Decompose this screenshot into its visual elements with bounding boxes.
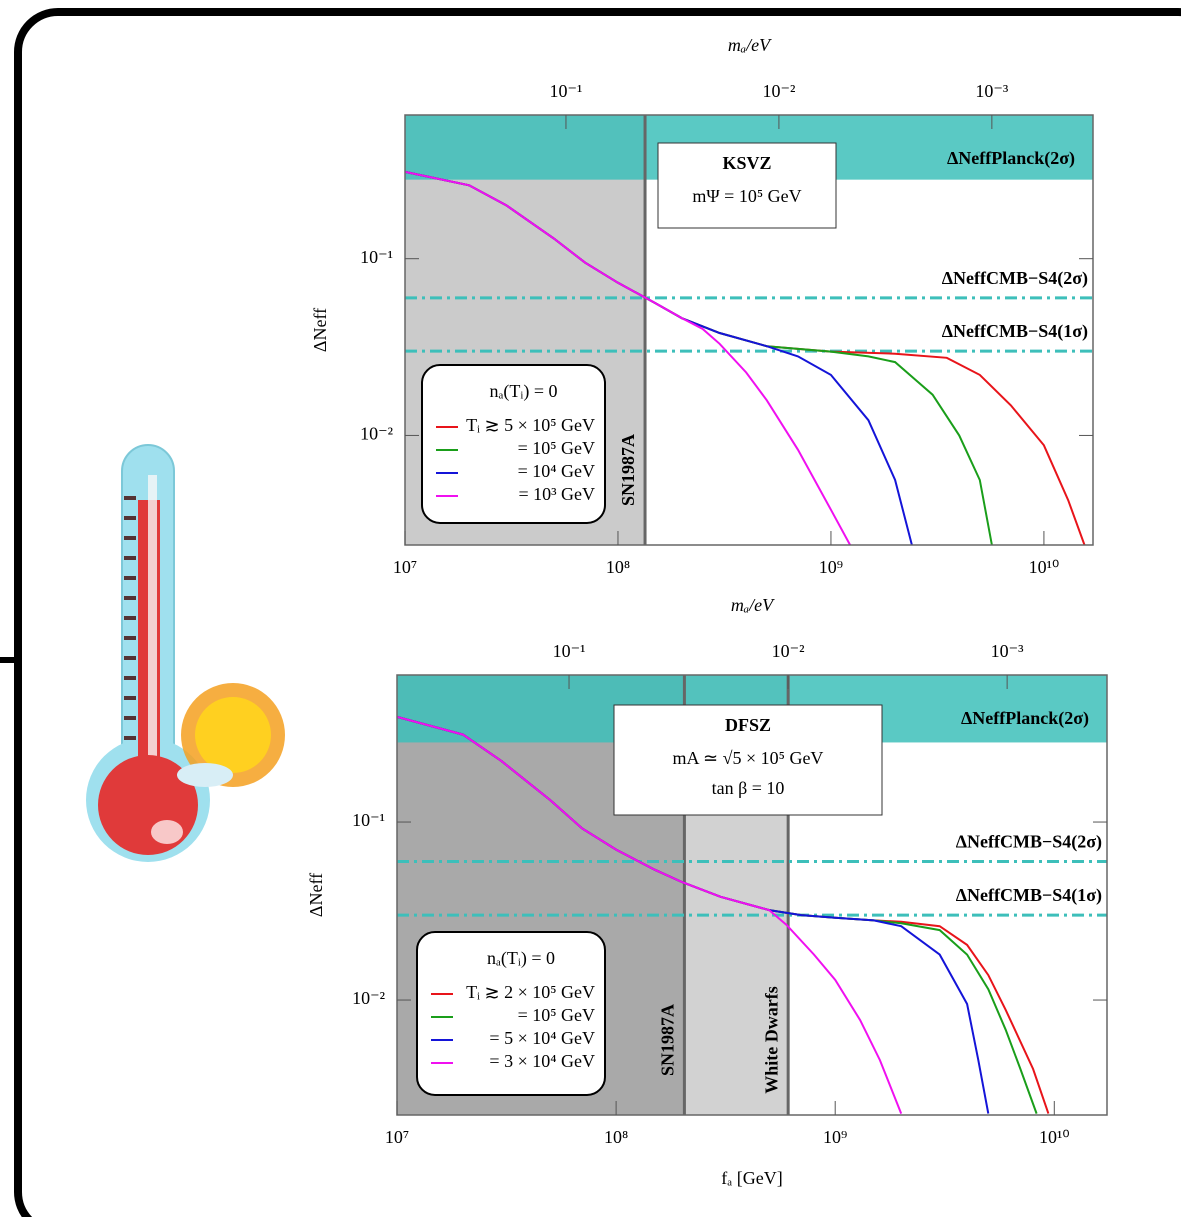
sensitivity-label: ΔNeffCMB−S4(1σ) <box>942 321 1088 342</box>
y-tick-label: 10⁻¹ <box>352 810 385 830</box>
model-title: DFSZ <box>725 715 771 735</box>
legend-label: = 5 × 10⁴ GeV <box>489 1028 595 1048</box>
sensitivity-label: ΔNeffCMB−S4(2σ) <box>956 832 1102 853</box>
x-tick-label: 10⁹ <box>823 1127 847 1147</box>
legend-label: = 10⁵ GeV <box>518 1005 595 1025</box>
legend-label: = 10⁵ GeV <box>518 438 595 458</box>
legend-label: Tᵢ ≳ 2 × 10⁵ GeV <box>466 982 595 1002</box>
legend-box <box>421 364 606 524</box>
curve <box>397 715 903 1114</box>
bound-label: SN1987A <box>658 1004 678 1076</box>
x2-axis-label: mₐ/eV <box>728 35 772 55</box>
x2-tick-label: 10⁻³ <box>991 641 1025 661</box>
y-tick-label: 10⁻² <box>352 988 385 1008</box>
legend-box <box>416 931 606 1096</box>
legend-label: = 3 × 10⁴ GeV <box>489 1051 595 1071</box>
y-tick-label: 10⁻² <box>360 424 393 444</box>
legend-label: = 10⁴ GeV <box>518 461 595 481</box>
x-tick-label: 10⁷ <box>385 1127 409 1147</box>
bound-label: SN1987A <box>618 434 638 506</box>
x2-tick-label: 10⁻¹ <box>550 81 583 101</box>
axes-frame <box>396 674 1108 1116</box>
model-note: mA ≃ √5 × 10⁵ GeV <box>673 748 824 768</box>
x2-tick-label: 10⁻¹ <box>553 641 586 661</box>
sensitivity-label: ΔNeffCMB−S4(2σ) <box>942 268 1088 289</box>
legend-title: nₐ(Tᵢ) = 0 <box>489 381 557 402</box>
model-note: tan β = 10 <box>712 778 785 798</box>
axes-frame <box>404 114 1094 546</box>
y-axis-label: ΔNeff <box>310 308 330 352</box>
thermometer-icon <box>86 444 285 862</box>
x2-tick-label: 10⁻² <box>762 81 795 101</box>
x2-tick-label: 10⁻³ <box>975 81 1009 101</box>
planck-label: ΔNeffPlanck(2σ) <box>947 148 1075 169</box>
model-note: mΨ = 10⁵ GeV <box>692 186 801 206</box>
model-title: KSVZ <box>722 153 771 173</box>
x-axis-label: fₐ [GeV] <box>721 1168 782 1188</box>
planck-label: ΔNeffPlanck(2σ) <box>961 708 1089 729</box>
curve <box>405 170 851 545</box>
legend-label: Tᵢ ≳ 5 × 10⁵ GeV <box>466 415 595 435</box>
y-tick-label: 10⁻¹ <box>360 247 393 267</box>
x-tick-label: 10⁸ <box>606 557 630 577</box>
x-tick-label: 10⁹ <box>819 557 843 577</box>
x-tick-label: 10⁷ <box>393 557 417 577</box>
plot: SN1987A White Dwarfs ΔNeffCMB−S4(2σ) ΔNeffC… <box>306 595 1108 1188</box>
x-tick-label: 10⁸ <box>604 1127 628 1147</box>
x-tick-label: 10¹⁰ <box>1039 1127 1070 1147</box>
x2-axis-label: mₐ/eV <box>731 595 775 615</box>
legend-label: = 10³ GeV <box>518 484 595 504</box>
info-box <box>657 142 837 229</box>
bound-label: White Dwarfs <box>761 986 781 1093</box>
plot: SN1987A ΔNeffCMB−S4(2σ) ΔNeffCMB−S4(1σ) ΔNe… <box>310 35 1094 577</box>
x-tick-label: 10¹⁰ <box>1029 557 1060 577</box>
info-box <box>613 704 883 816</box>
y-axis-label: ΔNeff <box>306 873 326 917</box>
frame <box>14 8 1181 1217</box>
x2-tick-label: 10⁻² <box>772 641 805 661</box>
sensitivity-label: ΔNeffCMB−S4(1σ) <box>956 885 1102 906</box>
legend-title: nₐ(Tᵢ) = 0 <box>487 948 555 969</box>
